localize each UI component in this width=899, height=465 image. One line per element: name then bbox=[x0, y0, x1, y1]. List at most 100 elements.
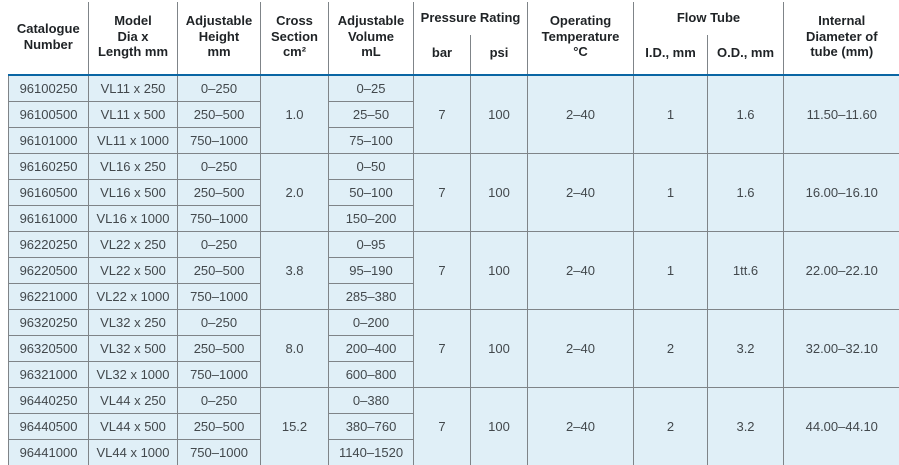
cell-catalogue: 96220250 bbox=[8, 231, 89, 258]
header-pressure-rating: Pressure Rating bbox=[412, 2, 529, 35]
cell-catalogue: 96440250 bbox=[8, 387, 89, 414]
cell-id: 2 bbox=[633, 309, 709, 388]
cell-catalogue: 96101000 bbox=[8, 127, 89, 154]
cell-volume: 380–760 bbox=[328, 413, 414, 440]
cell-catalogue: 96160500 bbox=[8, 179, 89, 206]
cell-model: VL11 x 250 bbox=[88, 74, 178, 102]
cell-volume: 95–190 bbox=[328, 257, 414, 284]
table-row: 96321000 VL32 x 1000 750–1000 600–800 bbox=[8, 361, 899, 388]
cell-model: VL16 x 500 bbox=[88, 179, 178, 206]
cell-catalogue: 96441000 bbox=[8, 439, 89, 465]
cell-od: 1tt.6 bbox=[707, 231, 785, 310]
cell-catalogue: 96160250 bbox=[8, 153, 89, 180]
cell-height: 750–1000 bbox=[177, 283, 261, 310]
cell-volume: 0–50 bbox=[328, 153, 414, 180]
cell-model: VL22 x 1000 bbox=[88, 283, 178, 310]
cell-temperature: 2–40 bbox=[527, 387, 635, 465]
cell-psi: 100 bbox=[469, 153, 529, 232]
cell-bar: 7 bbox=[413, 153, 471, 232]
cell-cross-section: 3.8 bbox=[260, 231, 329, 310]
table-body: 96100250 VL11 x 250 0–250 1.0 0–25 7 100… bbox=[8, 74, 899, 465]
cell-od: 3.2 bbox=[707, 309, 785, 388]
cell-temperature: 2–40 bbox=[527, 74, 635, 154]
cell-od: 1.6 bbox=[707, 74, 785, 154]
header-internal-diameter: Internal Diameter of tube (mm) bbox=[783, 2, 899, 76]
table-header: Catalogue Number Model Dia x Length mm A… bbox=[8, 2, 899, 76]
table-row: 96320250 VL32 x 250 0–250 8.0 0–200 7 10… bbox=[8, 309, 899, 388]
cell-model: VL44 x 500 bbox=[88, 413, 178, 440]
cell-model: VL32 x 500 bbox=[88, 335, 178, 362]
cell-catalogue: 96321000 bbox=[8, 361, 89, 388]
cell-model: VL11 x 1000 bbox=[88, 127, 178, 154]
cell-model: VL44 x 250 bbox=[88, 387, 178, 414]
header-adjustable-volume: Adjustable Volume mL bbox=[328, 2, 414, 76]
cell-volume: 285–380 bbox=[328, 283, 414, 310]
cell-id: 2 bbox=[633, 387, 709, 465]
header-cross-section: Cross Section cm² bbox=[260, 2, 329, 76]
cell-volume: 50–100 bbox=[328, 179, 414, 206]
cell-id: 1 bbox=[633, 231, 709, 310]
cell-cross-section: 8.0 bbox=[260, 309, 329, 388]
cell-psi: 100 bbox=[469, 309, 529, 388]
cell-volume: 25–50 bbox=[328, 101, 414, 128]
cell-model: VL44 x 1000 bbox=[88, 439, 178, 465]
cell-internal-diameter: 22.00–22.10 bbox=[783, 231, 899, 310]
table-row: 96221000 VL22 x 1000 750–1000 285–380 bbox=[8, 283, 899, 310]
cell-catalogue: 96100500 bbox=[8, 101, 89, 128]
cell-temperature: 2–40 bbox=[527, 231, 635, 310]
cell-model: VL32 x 1000 bbox=[88, 361, 178, 388]
table-row: 96100250 VL11 x 250 0–250 1.0 0–25 7 100… bbox=[8, 74, 899, 154]
cell-internal-diameter: 16.00–16.10 bbox=[783, 153, 899, 232]
cell-height: 250–500 bbox=[177, 257, 261, 284]
cell-model: VL22 x 500 bbox=[88, 257, 178, 284]
header-od-mm: O.D., mm bbox=[707, 35, 785, 76]
cell-height: 750–1000 bbox=[177, 205, 261, 232]
cell-id: 1 bbox=[633, 153, 709, 232]
cell-cross-section: 2.0 bbox=[260, 153, 329, 232]
cell-bar: 7 bbox=[413, 231, 471, 310]
cell-height: 0–250 bbox=[177, 74, 261, 102]
cell-catalogue: 96161000 bbox=[8, 205, 89, 232]
cell-catalogue: 96221000 bbox=[8, 283, 89, 310]
cell-volume: 0–200 bbox=[328, 309, 414, 336]
cell-height: 750–1000 bbox=[177, 361, 261, 388]
cell-volume: 600–800 bbox=[328, 361, 414, 388]
cell-temperature: 2–40 bbox=[527, 153, 635, 232]
cell-psi: 100 bbox=[469, 387, 529, 465]
table-row: 96160250 VL16 x 250 0–250 2.0 0–50 7 100… bbox=[8, 153, 899, 232]
cell-cross-section: 1.0 bbox=[260, 74, 329, 154]
cell-internal-diameter: 32.00–32.10 bbox=[783, 309, 899, 388]
header-operating-temperature: Operating Temperature °C bbox=[527, 2, 635, 76]
header-catalogue-number: Catalogue Number bbox=[8, 2, 89, 76]
cell-internal-diameter: 44.00–44.10 bbox=[783, 387, 899, 465]
product-spec-table: Catalogue Number Model Dia x Length mm A… bbox=[8, 2, 899, 465]
table-row: 96220250 VL22 x 250 0–250 3.8 0–95 7 100… bbox=[8, 231, 899, 310]
cell-volume: 0–95 bbox=[328, 231, 414, 258]
header-bar: bar bbox=[413, 35, 471, 76]
cell-psi: 100 bbox=[469, 74, 529, 154]
cell-cross-section: 15.2 bbox=[260, 387, 329, 465]
cell-volume: 200–400 bbox=[328, 335, 414, 362]
table-row: 96100500 VL11 x 500 250–500 25–50 bbox=[8, 101, 899, 128]
header-id-mm: I.D., mm bbox=[633, 35, 709, 76]
cell-volume: 0–25 bbox=[328, 74, 414, 102]
cell-id: 1 bbox=[633, 74, 709, 154]
cell-height: 250–500 bbox=[177, 179, 261, 206]
table-row: 96441000 VL44 x 1000 750–1000 1140–1520 bbox=[8, 439, 899, 465]
cell-height: 250–500 bbox=[177, 335, 261, 362]
cell-catalogue: 96320500 bbox=[8, 335, 89, 362]
cell-bar: 7 bbox=[413, 309, 471, 388]
header-flow-tube: Flow Tube bbox=[633, 2, 785, 35]
cell-bar: 7 bbox=[413, 74, 471, 154]
header-adjustable-height: Adjustable Height mm bbox=[177, 2, 261, 76]
cell-height: 0–250 bbox=[177, 309, 261, 336]
cell-catalogue: 96220500 bbox=[8, 257, 89, 284]
cell-catalogue: 96440500 bbox=[8, 413, 89, 440]
cell-catalogue: 96320250 bbox=[8, 309, 89, 336]
cell-model: VL32 x 250 bbox=[88, 309, 178, 336]
table-row: 96320500 VL32 x 500 250–500 200–400 bbox=[8, 335, 899, 362]
cell-volume: 0–380 bbox=[328, 387, 414, 414]
cell-bar: 7 bbox=[413, 387, 471, 465]
cell-height: 0–250 bbox=[177, 153, 261, 180]
